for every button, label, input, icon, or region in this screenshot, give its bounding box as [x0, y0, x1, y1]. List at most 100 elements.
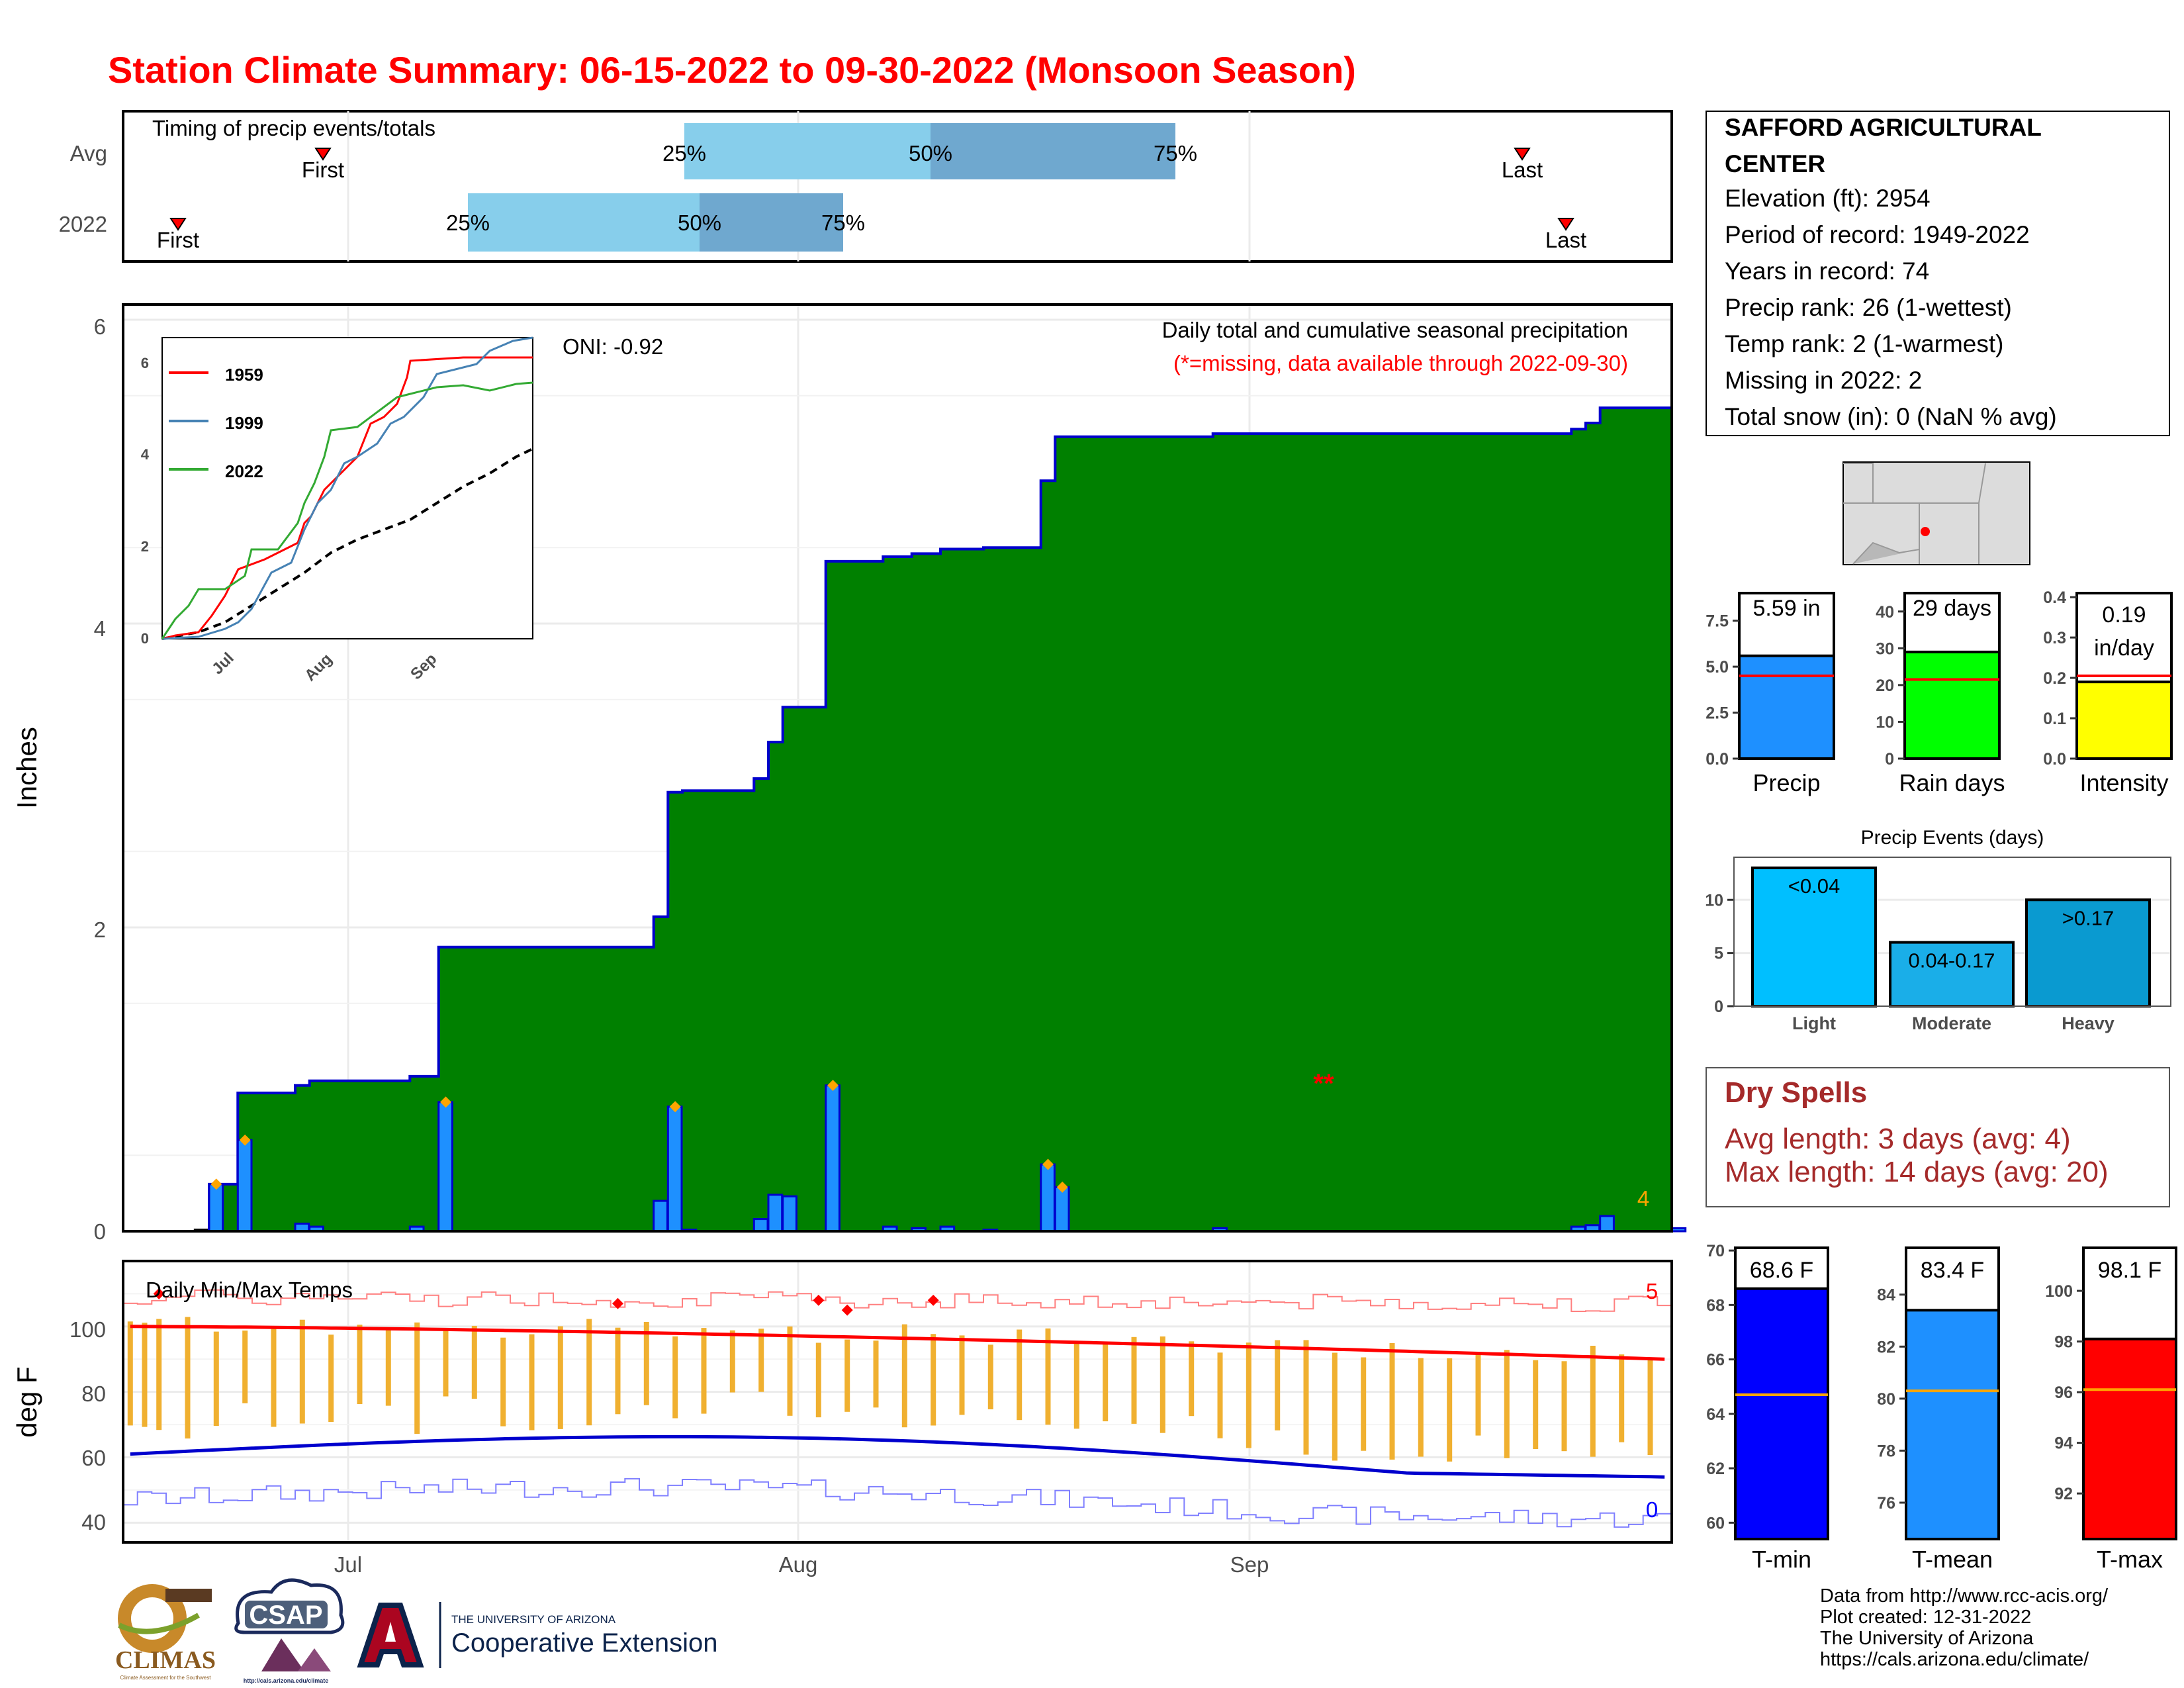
daily-temp-bar: [328, 1335, 334, 1423]
station-line-3: Precip rank: 26 (1-wettest): [1725, 294, 2012, 321]
temp-ytick-40: 40: [81, 1510, 106, 1534]
temp-plot-frame: [122, 1260, 1673, 1544]
avg-last-label: Last: [1502, 158, 1543, 182]
daily-temp-bar: [873, 1340, 879, 1408]
precip-plot-frame: [122, 303, 1673, 1233]
daily-precip-marker: [827, 1080, 839, 1092]
svg-text:20: 20: [1876, 677, 1894, 695]
daily-temp-bar: [815, 1342, 821, 1418]
svg-text:5: 5: [1714, 945, 1723, 963]
summary-bar-precip: 5.59 in Precip 0.0 2.5 5.0 7.5: [1706, 592, 1835, 796]
daily-temp-bar: [1246, 1342, 1251, 1448]
y2022-50-75-bar: [700, 193, 843, 252]
svg-text:T-min: T-min: [1752, 1546, 1811, 1573]
daily-temp-bar: [1475, 1353, 1481, 1436]
daily-temp-bar: [1332, 1352, 1338, 1461]
precip-ytick-6: 6: [94, 314, 106, 339]
temp-ylabel: deg F: [11, 1366, 42, 1437]
record-low-line: [122, 1477, 1672, 1528]
dry-spells-frame: [1706, 1067, 2170, 1207]
inset-line-2022: [161, 381, 533, 639]
inset-ytick-4: 4: [141, 446, 150, 463]
precip-ylabel: Inches: [11, 727, 42, 809]
record-high-marker: [841, 1304, 853, 1316]
daily-temp-bar: [1189, 1341, 1195, 1417]
daily-temp-bar: [987, 1344, 993, 1409]
svg-text:29 days: 29 days: [1913, 596, 1991, 621]
daily-precip-marker: [669, 1101, 681, 1113]
inset-legend-1959: 1959: [225, 365, 263, 385]
y2022-25-label: 25%: [446, 211, 490, 235]
svg-text:0: 0: [1714, 998, 1723, 1016]
y2022-first-label: First: [157, 228, 199, 252]
svg-text:T-max: T-max: [2097, 1546, 2163, 1573]
daily-temp-bar: [901, 1324, 907, 1428]
station-line-0: Elevation (ft): 2954: [1725, 185, 1931, 212]
record-low-count: 0: [1646, 1497, 1658, 1522]
station-name-line2: CENTER: [1725, 150, 1825, 177]
xaxis-month-sep: Sep: [1230, 1552, 1269, 1577]
temp-ytick-100: 100: [69, 1317, 106, 1342]
svg-text:5.0: 5.0: [1706, 658, 1729, 677]
inset-line-1999: [161, 336, 533, 640]
daily-precip-bar: [767, 1194, 784, 1233]
record-high-markers: [153, 1288, 939, 1316]
daily-temp-bar: [1131, 1336, 1137, 1424]
timing-panel: Timing of precip events/totals Avg 2022 …: [59, 110, 1673, 263]
svg-text:5.59 in: 5.59 in: [1752, 596, 1820, 621]
station-info-panel: SAFFORD AGRICULTURAL CENTER Elevation (f…: [1706, 111, 2170, 436]
inset-chart: 1959 1999 2022 0 2 4 6 Jul Aug Sep: [141, 336, 533, 684]
avg-low-line: [130, 1434, 1665, 1479]
daily-temp-bar: [729, 1330, 735, 1393]
svg-text:94: 94: [2054, 1434, 2073, 1453]
daily-temp-bar: [557, 1326, 563, 1429]
daily-temp-bar: [844, 1339, 850, 1412]
svg-text:98: 98: [2054, 1333, 2073, 1352]
daily-temp-bar: [1073, 1342, 1079, 1429]
footer-line-2: The University of Arizona: [1820, 1628, 2034, 1649]
svg-text:2.5: 2.5: [1706, 704, 1729, 723]
daily-temp-bar: [127, 1321, 133, 1426]
daily-precip-bar: [1599, 1215, 1615, 1233]
summary-bar-intensity: 0.19 in/day Intensity 0.0 0.1 0.2 0.3 0.4: [2043, 588, 2173, 796]
svg-text:0.4: 0.4: [2043, 588, 2066, 607]
daily-precip-bar: [208, 1183, 224, 1233]
daily-temp-bar: [586, 1319, 592, 1426]
svg-text:60: 60: [1706, 1514, 1725, 1532]
daily-temp-bar: [500, 1337, 506, 1427]
daily-temp-bar: [1160, 1336, 1165, 1433]
daily-precip-marker: [1042, 1158, 1054, 1170]
svg-text:>0.17: >0.17: [2062, 906, 2114, 929]
svg-text:92: 92: [2054, 1485, 2073, 1503]
daily-temp-bar: [787, 1326, 793, 1416]
svg-text:0.04-0.17: 0.04-0.17: [1909, 949, 1995, 972]
svg-text:64: 64: [1706, 1405, 1725, 1424]
inset-avg-line: [161, 447, 533, 640]
daily-temp-bar: [931, 1334, 936, 1426]
daily-temp-bar: [1389, 1343, 1395, 1460]
daily-precip-bar: [752, 1218, 769, 1233]
missing-count-label: 4: [1637, 1186, 1649, 1211]
daily-temp-bar: [213, 1331, 219, 1426]
daily-temp-bar: [758, 1329, 764, 1392]
daily-temp-bar: [1361, 1357, 1367, 1451]
inset-ytick-6: 6: [141, 355, 149, 371]
y2022-first-marker: [169, 218, 187, 231]
svg-text:0: 0: [1885, 750, 1894, 769]
station-line-1: Period of record: 1949-2022: [1725, 221, 2030, 248]
svg-text:Rain days: Rain days: [1899, 769, 2005, 796]
page-title: Station Climate Summary: 06-15-2022 to 0…: [108, 49, 1356, 91]
daily-temp-bars: [127, 1317, 1653, 1462]
daily-temp-bar: [1217, 1352, 1223, 1438]
daily-temp-bar: [529, 1334, 535, 1430]
daily-temp-bar: [1275, 1340, 1281, 1430]
record-high-count: 5: [1646, 1279, 1658, 1303]
temp-ytick-80: 80: [81, 1382, 106, 1406]
ua-small-text: THE UNIVERSITY OF ARIZONA: [451, 1613, 616, 1626]
precip-event-bar-heavy: [2025, 898, 2151, 1008]
svg-text:96: 96: [2054, 1383, 2073, 1402]
daily-temp-bar: [242, 1331, 248, 1403]
daily-temp-bar: [414, 1322, 420, 1434]
svg-text:Light: Light: [1792, 1013, 1836, 1033]
